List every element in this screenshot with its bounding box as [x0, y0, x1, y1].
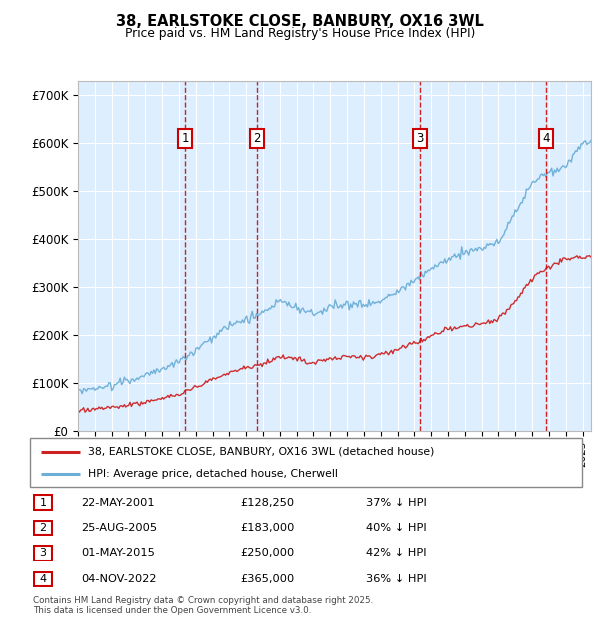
- Text: 2: 2: [40, 523, 46, 533]
- Text: £250,000: £250,000: [240, 548, 294, 559]
- Text: £128,250: £128,250: [240, 497, 294, 508]
- Text: 36% ↓ HPI: 36% ↓ HPI: [366, 574, 427, 584]
- Text: 4: 4: [542, 132, 550, 145]
- Text: 40% ↓ HPI: 40% ↓ HPI: [366, 523, 427, 533]
- Text: 3: 3: [40, 548, 46, 559]
- Text: 04-NOV-2022: 04-NOV-2022: [81, 574, 157, 584]
- FancyBboxPatch shape: [30, 438, 582, 487]
- Text: Contains HM Land Registry data © Crown copyright and database right 2025.
This d: Contains HM Land Registry data © Crown c…: [33, 596, 373, 615]
- Text: £365,000: £365,000: [240, 574, 294, 584]
- Text: 1: 1: [182, 132, 189, 145]
- FancyBboxPatch shape: [34, 546, 52, 560]
- Text: 38, EARLSTOKE CLOSE, BANBURY, OX16 3WL (detached house): 38, EARLSTOKE CLOSE, BANBURY, OX16 3WL (…: [88, 447, 434, 457]
- Text: HPI: Average price, detached house, Cherwell: HPI: Average price, detached house, Cher…: [88, 469, 338, 479]
- FancyBboxPatch shape: [34, 495, 52, 510]
- Text: 42% ↓ HPI: 42% ↓ HPI: [366, 548, 427, 559]
- Text: 3: 3: [416, 132, 424, 145]
- Text: 01-MAY-2015: 01-MAY-2015: [81, 548, 155, 559]
- Text: 2: 2: [253, 132, 261, 145]
- Text: 37% ↓ HPI: 37% ↓ HPI: [366, 497, 427, 508]
- Text: 22-MAY-2001: 22-MAY-2001: [81, 497, 155, 508]
- FancyBboxPatch shape: [34, 521, 52, 535]
- FancyBboxPatch shape: [34, 572, 52, 586]
- Text: 4: 4: [40, 574, 46, 584]
- Text: £183,000: £183,000: [240, 523, 295, 533]
- Text: 1: 1: [40, 497, 46, 508]
- Text: 38, EARLSTOKE CLOSE, BANBURY, OX16 3WL: 38, EARLSTOKE CLOSE, BANBURY, OX16 3WL: [116, 14, 484, 29]
- Text: 25-AUG-2005: 25-AUG-2005: [81, 523, 157, 533]
- Text: Price paid vs. HM Land Registry's House Price Index (HPI): Price paid vs. HM Land Registry's House …: [125, 27, 475, 40]
